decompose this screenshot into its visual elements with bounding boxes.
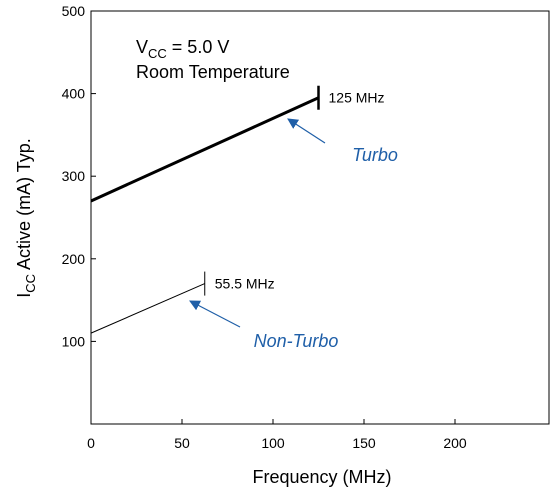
condition-temperature: Room Temperature [136, 62, 290, 82]
series-layer: 125 MHz Turbo 55.5 MHz Non-Turbo [90, 85, 398, 351]
y-tick-label: 100 [62, 333, 86, 349]
x-tick-label: 0 [87, 435, 95, 451]
plot-frame [90, 10, 550, 425]
x-tick-label: 50 [174, 435, 190, 451]
y-axis-title: ICC Active (mA) Typ. [14, 138, 38, 298]
y-tick-label: 400 [62, 86, 86, 102]
y-axis-title-main: I [14, 293, 34, 298]
condition-vcc: VCC = 5.0 V [136, 37, 229, 61]
y-axis-title-rest: Active (mA) Typ. [14, 138, 34, 274]
non-turbo-end-label: 55.5 MHz [215, 276, 275, 292]
x-tick-label: 200 [443, 435, 467, 451]
x-tick-label: 150 [352, 435, 376, 451]
y-axis-ticks: 100 200 300 400 500 [62, 3, 96, 349]
y-axis-title-sub: CC [23, 274, 38, 293]
turbo-series-label: Turbo [352, 145, 398, 165]
condition-vcc-rest: = 5.0 V [167, 37, 230, 57]
y-tick-label: 500 [62, 3, 86, 19]
x-axis-title: Frequency (MHz) [252, 467, 391, 487]
y-tick-label: 200 [62, 251, 86, 267]
non-turbo-series-line [90, 283, 205, 334]
condition-vcc-sub: CC [148, 46, 167, 61]
y-tick-label: 300 [62, 168, 86, 184]
non-turbo-label-arrow [189, 300, 241, 328]
turbo-series-line [90, 96, 320, 203]
non-turbo-series-label: Non-Turbo [254, 331, 339, 351]
x-axis-ticks: 0 50 100 150 200 [87, 419, 467, 451]
turbo-label-arrow [287, 118, 326, 144]
condition-vcc-main: V [136, 37, 148, 57]
turbo-end-label: 125 MHz [329, 90, 385, 106]
x-tick-label: 100 [261, 435, 285, 451]
